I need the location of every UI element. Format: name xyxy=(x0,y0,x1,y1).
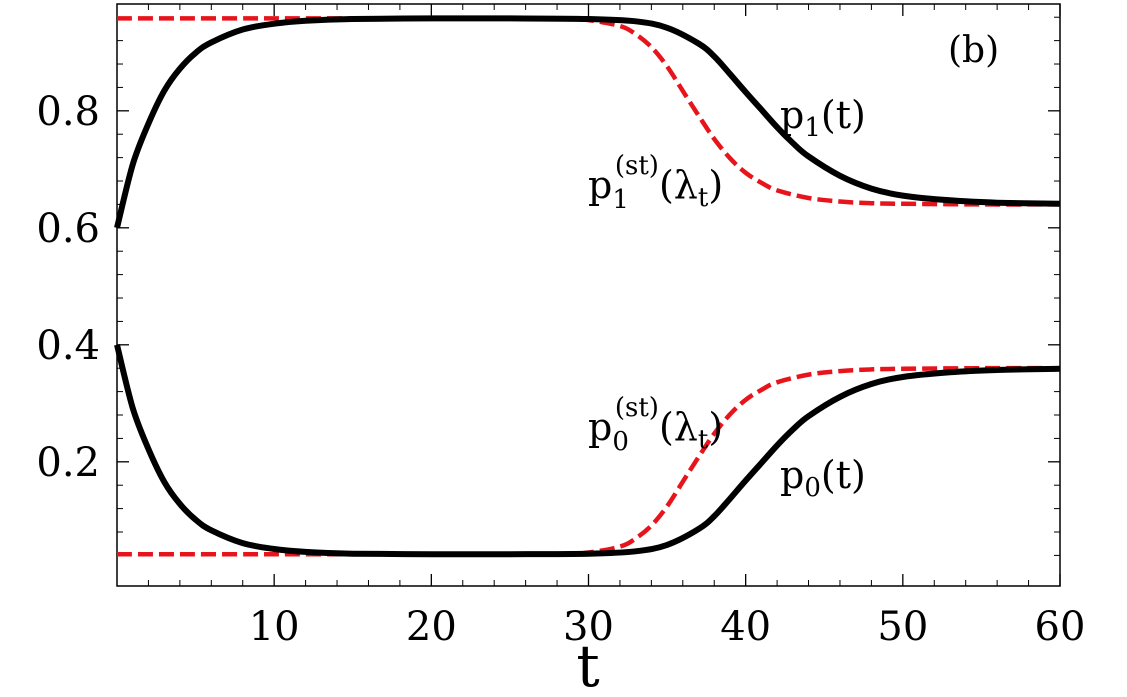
y-tick-labels: 0.2 0.4 0.6 0.8 xyxy=(36,89,100,486)
series-p1 xyxy=(114,15,1061,229)
series-p0 xyxy=(114,344,1061,558)
label-p1-stationary: p1(st)(λt) xyxy=(588,151,723,215)
series-group xyxy=(114,15,1061,558)
series-p0-stationary xyxy=(117,365,1061,557)
plot-frame xyxy=(116,3,1061,587)
major-ticks xyxy=(117,4,1061,586)
label-p1: p1(t) xyxy=(780,93,866,143)
x-tick-label: 60 xyxy=(1035,604,1086,650)
panel-label: (b) xyxy=(948,30,999,71)
x-tick-labels: 10 20 30 40 50 60 xyxy=(249,604,1086,650)
x-tick-label: 50 xyxy=(877,604,928,650)
y-tick-label: 0.2 xyxy=(36,440,100,486)
y-tick-label: 0.6 xyxy=(36,206,100,252)
y-tick-label: 0.8 xyxy=(36,89,100,135)
x-tick-label: 40 xyxy=(720,604,771,650)
minor-ticks xyxy=(117,4,1060,586)
x-tick-label: 30 xyxy=(563,604,614,650)
label-p0: p0(t) xyxy=(780,453,866,503)
x-axis-title: t xyxy=(576,632,599,697)
x-tick-label: 20 xyxy=(406,604,457,650)
x-tick-label: 10 xyxy=(249,604,300,650)
y-tick-label: 0.4 xyxy=(36,323,100,369)
label-p0-stationary: p0(st)(λt) xyxy=(588,393,723,457)
